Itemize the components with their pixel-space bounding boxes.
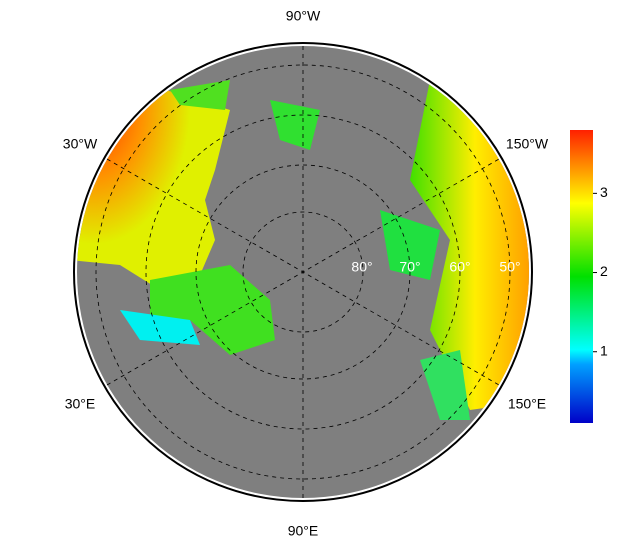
colorbar [570, 130, 593, 423]
longitude-label: 150°W [506, 136, 549, 152]
longitude-label: 150°E [508, 396, 546, 412]
colorbar-tick-label: 2 [600, 263, 608, 279]
colorbar-tick-label: 3 [600, 184, 608, 200]
barents-field [150, 265, 275, 355]
okhotsk-field [420, 350, 470, 420]
latitude-circle [242, 211, 364, 333]
longitude-label: 90°W [286, 8, 321, 24]
graticule-labels: 90°W 30°W 150°W 30°E 150°E 90°E 80° 70° … [63, 8, 549, 539]
longitude-label: 30°W [63, 136, 98, 152]
latitude-label: 50° [499, 259, 520, 275]
latitude-label: 70° [399, 259, 420, 275]
meridian [106, 158, 500, 386]
latitude-circle [145, 114, 461, 430]
colorbar-tick-label: 1 [600, 342, 608, 358]
longitude-label: 90°E [288, 523, 319, 539]
baltic-field [120, 310, 200, 345]
latitude-label: 60° [449, 259, 470, 275]
longitude-label: 30°E [65, 396, 96, 412]
hudson-field [170, 80, 230, 110]
graticule [95, 46, 511, 498]
chukchi-field [380, 210, 440, 280]
latitude-label: 80° [351, 259, 372, 275]
baffin-field [270, 100, 320, 150]
latitude-circle [195, 164, 411, 380]
latitude-circle [95, 64, 511, 480]
